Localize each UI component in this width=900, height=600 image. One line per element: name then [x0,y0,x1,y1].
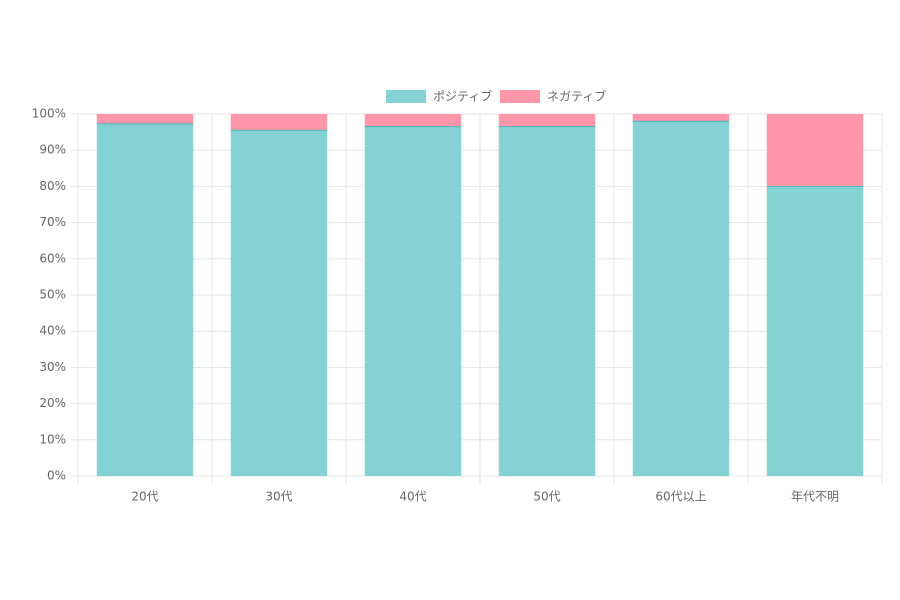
bar-segment [498,114,596,127]
bar-segment [766,114,864,187]
y-tick-label: 80% [39,179,66,193]
y-tick-label: 0% [47,469,66,483]
y-tick-label: 40% [39,324,66,338]
bar-segment [230,114,328,131]
bar-segment [632,121,730,477]
y-tick-label: 50% [39,288,66,302]
y-tick-label: 70% [39,215,66,229]
bar-segment [364,114,462,127]
bar-segment [632,114,730,122]
bar-segment [766,186,864,476]
legend-label: ネガティブ [547,89,606,104]
bar-segment [230,130,328,477]
y-tick-label: 60% [39,251,66,265]
bar-segment [498,126,596,477]
legend-swatch[interactable] [500,90,540,103]
y-tick-label: 20% [39,396,66,410]
x-tick-label: 60代以上 [655,490,706,504]
y-tick-label: 100% [32,107,66,121]
bar-segment [96,123,194,477]
bar-segment [96,114,194,124]
x-tick-label: 50代 [533,490,560,504]
legend-label: ポジティブ [433,89,492,104]
y-tick-label: 10% [39,432,66,446]
x-tick-label: 20代 [131,490,158,504]
x-tick-label: 30代 [265,490,292,504]
x-tick-label: 年代不明 [791,490,839,504]
bar-segment [364,126,462,477]
y-tick-label: 90% [39,143,66,157]
y-tick-label: 30% [39,360,66,374]
x-tick-label: 40代 [399,490,426,504]
legend-swatch[interactable] [386,90,426,103]
